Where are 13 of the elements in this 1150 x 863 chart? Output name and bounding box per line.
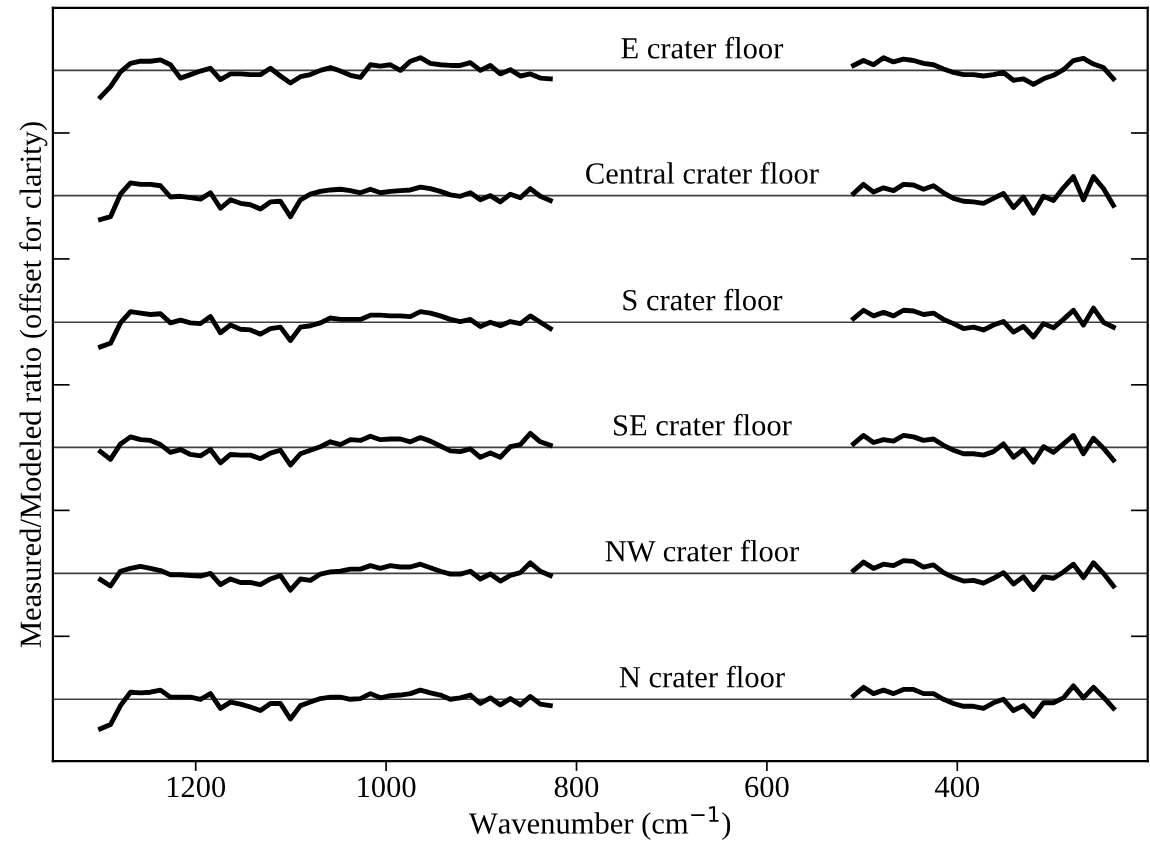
y-axis-title: Measured/Modeled ratio (offset for clarity) xyxy=(19,122,48,648)
text: N crater floor xyxy=(619,665,785,688)
x-tick-label: 1200 xyxy=(167,776,226,798)
x-tick-label: 400 xyxy=(934,776,980,798)
text: SE crater floor xyxy=(614,413,792,436)
series-label: Central crater floor xyxy=(586,162,819,184)
x-tick-label: 600 xyxy=(745,776,789,798)
x-tick-label: 1000 xyxy=(358,776,416,798)
text: S crater floor xyxy=(623,288,783,311)
x-tick-label: 800 xyxy=(554,776,599,798)
series-label: NW crater floor xyxy=(605,539,799,562)
x-axis-title: Wavenumber (cm$^{−1}$) xyxy=(468,806,731,841)
text: E crater floor xyxy=(621,36,784,59)
